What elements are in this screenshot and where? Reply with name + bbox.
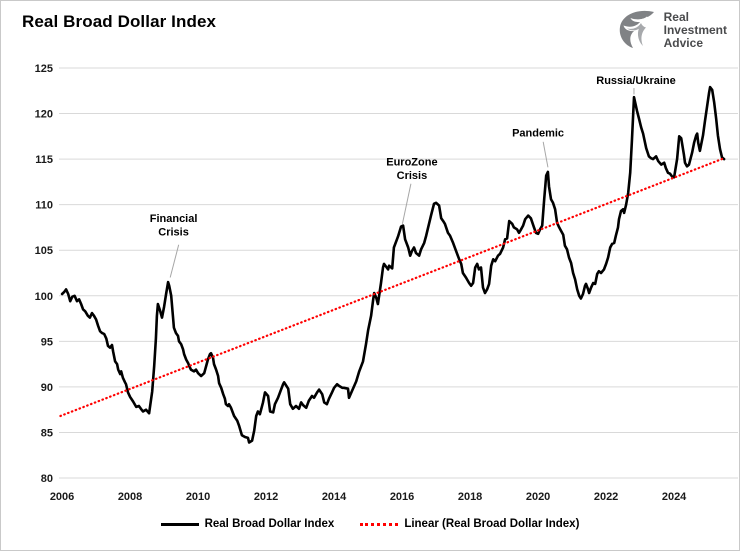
- annotation-leader-eurozone-crisis: [401, 183, 412, 224]
- annotation-russia-ukraine: Russia/Ukraine: [596, 75, 675, 87]
- x-tick-label-2024: 2024: [662, 491, 687, 503]
- chart-title: Real Broad Dollar Index: [22, 12, 217, 31]
- y-tick-label-120: 120: [35, 109, 53, 121]
- x-tick-label-2020: 2020: [526, 491, 550, 503]
- y-tick-label-110: 110: [35, 200, 53, 212]
- x-tick-label-2018: 2018: [458, 491, 482, 503]
- ria-logo-line2: Investment: [663, 22, 727, 37]
- x-tick-label-2010: 2010: [186, 491, 210, 503]
- annotation-financial-crisis: Financial Crisis: [150, 213, 198, 239]
- y-tick-label-85: 85: [41, 427, 53, 439]
- x-tick-label-2008: 2008: [118, 491, 142, 503]
- series-linear-real-broad-dollar-index-: [59, 157, 726, 418]
- chart-legend: Real Broad Dollar Index Linear (Real Bro…: [1, 518, 739, 530]
- ria-logo: Real Investment Advice: [617, 9, 727, 51]
- legend-item-series: Real Broad Dollar Index: [160, 518, 335, 530]
- annotation-leader-financial-crisis: [169, 244, 180, 278]
- eagle-icon: [619, 10, 654, 48]
- annotation-eurozone-crisis: EuroZone Crisis: [386, 157, 437, 183]
- legend-label-series: Real Broad Dollar Index: [204, 518, 335, 530]
- legend-item-trend: Linear (Real Broad Dollar Index): [360, 518, 579, 530]
- y-tick-label-125: 125: [35, 63, 53, 75]
- ria-logo-text: Real Investment Advice: [663, 9, 727, 50]
- x-tick-label-2014: 2014: [322, 491, 347, 503]
- x-tick-label-2006: 2006: [50, 491, 74, 503]
- legend-swatch-dotted-line-icon: [360, 522, 399, 526]
- ria-logo-line1: Real: [663, 9, 689, 24]
- y-tick-label-95: 95: [41, 336, 53, 348]
- legend-label-trend: Linear (Real Broad Dollar Index): [404, 518, 580, 530]
- y-tick-label-90: 90: [41, 382, 53, 394]
- annotation-pandemic: Pandemic: [512, 128, 564, 140]
- legend-swatch-solid-line-icon: [160, 522, 199, 526]
- x-tick-label-2012: 2012: [254, 491, 278, 503]
- x-tick-label-2022: 2022: [594, 491, 618, 503]
- y-tick-label-80: 80: [41, 473, 53, 485]
- annotation-leader-pandemic: [542, 141, 549, 168]
- y-tick-label-105: 105: [35, 245, 53, 257]
- x-tick-label-2016: 2016: [390, 491, 414, 503]
- y-tick-label-115: 115: [35, 154, 53, 166]
- series-real-broad-dollar-index: [60, 85, 726, 444]
- ria-logo-line3: Advice: [663, 35, 703, 50]
- y-tick-label-100: 100: [35, 291, 53, 303]
